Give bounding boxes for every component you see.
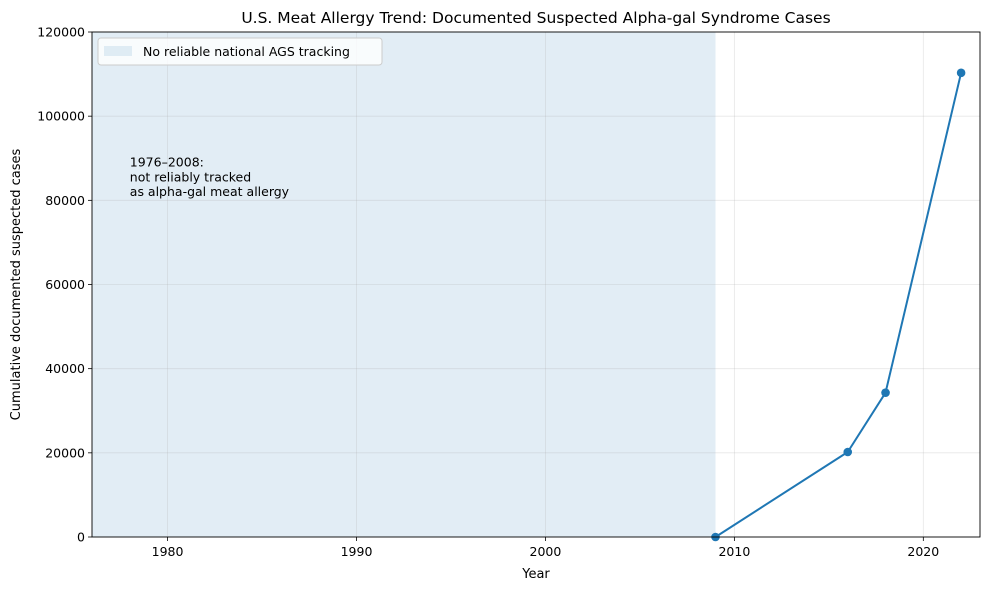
x-axis-label: Year <box>521 567 550 582</box>
y-tick-label: 80000 <box>45 193 85 208</box>
annotation-line: 1976–2008: <box>130 155 204 170</box>
legend-box <box>97 37 383 66</box>
untracked-period-annotation: 1976–2008: not reliably tracked as alpha-g… <box>130 155 290 199</box>
annotation-line: as alpha-gal meat allergy <box>130 184 290 199</box>
shaded-region-layer <box>92 32 716 537</box>
y-tick-label: 40000 <box>45 361 85 376</box>
y-tick-label: 100000 <box>37 109 85 124</box>
y-tick-label: 0 <box>77 530 85 545</box>
x-tick-label: 2000 <box>530 544 562 559</box>
chart-title: U.S. Meat Allergy Trend: Documented Susp… <box>241 9 830 27</box>
annotation-line: not reliably tracked <box>130 169 251 184</box>
y-tick-label: 120000 <box>37 25 85 40</box>
series-line <box>714 72 963 538</box>
x-tick-label: 2020 <box>907 544 939 559</box>
y-tick-label: 60000 <box>45 277 85 292</box>
legend: No reliable national AGS tracking <box>97 37 383 66</box>
x-tick-label: 2010 <box>718 544 750 559</box>
series-layer <box>711 68 966 542</box>
data-point <box>843 447 853 457</box>
tick-layer: 1980 1990 2000 2010 2020 0 20000 40000 60000 8000… <box>37 25 939 560</box>
legend-label-shaded-region: No reliable national AGS tracking <box>143 44 350 59</box>
data-point <box>881 388 890 397</box>
x-tick-label: 1990 <box>341 544 373 559</box>
data-point <box>956 68 966 78</box>
y-axis-label: Cumulative documented suspected cases <box>9 148 24 420</box>
x-tick-label: 1980 <box>152 544 184 559</box>
legend-swatch-shaded-region <box>104 46 132 56</box>
y-tick-label: 20000 <box>45 445 85 460</box>
shaded-region-untracked <box>92 32 716 537</box>
